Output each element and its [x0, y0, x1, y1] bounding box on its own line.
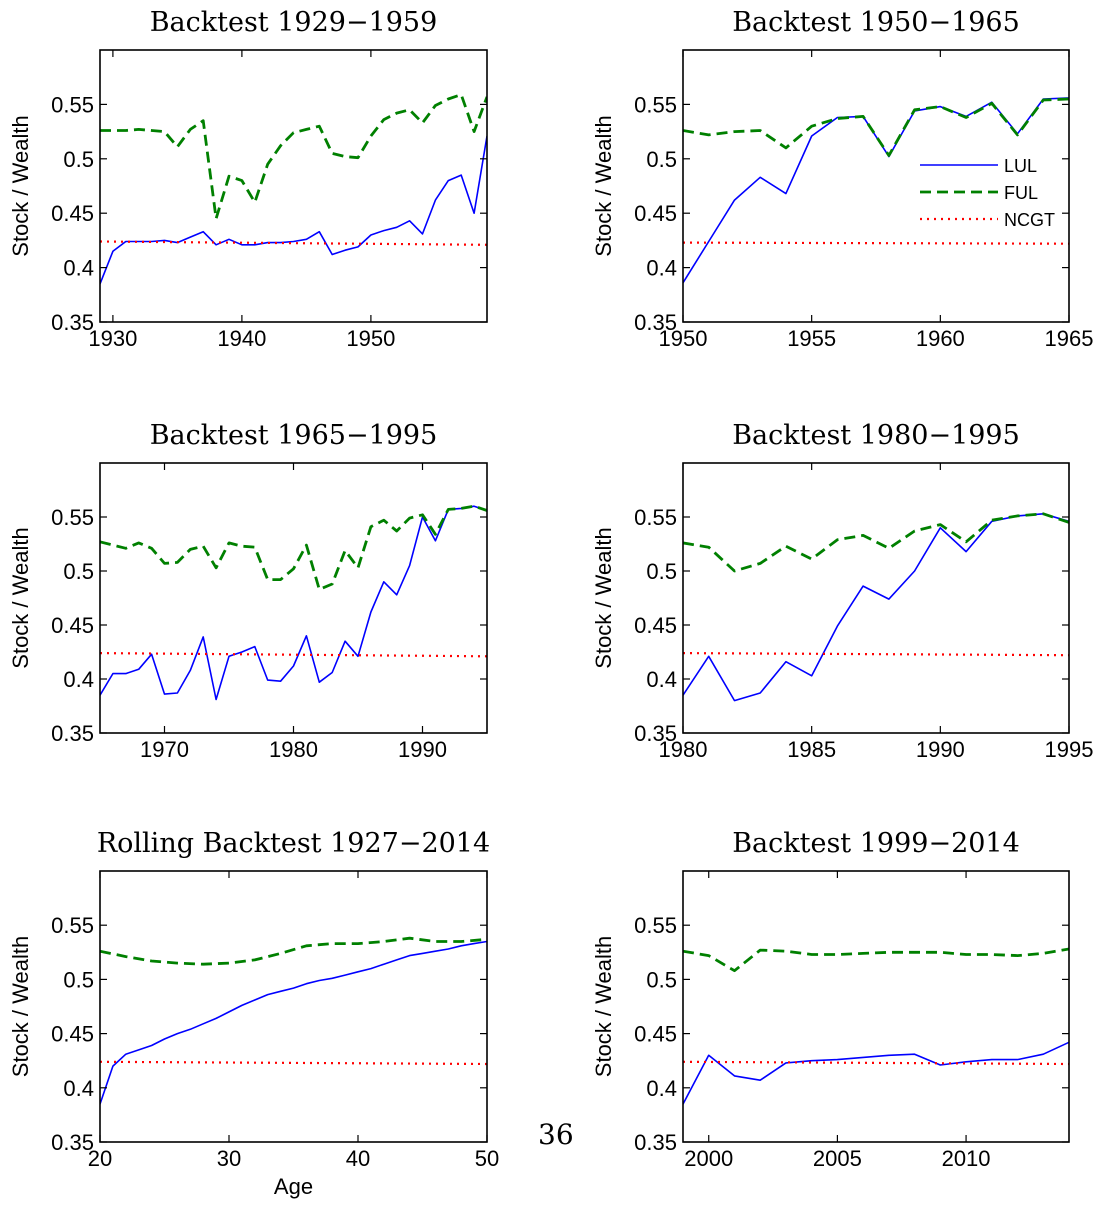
y-tick-label: 0.5 — [646, 559, 677, 584]
series-line-ncgt — [100, 1060, 487, 1066]
legend-label-ful: FUL — [1004, 183, 1038, 203]
y-tick-label: 0.35 — [634, 310, 677, 335]
y-tick-label: 0.55 — [634, 505, 677, 530]
y-tick-label: 0.5 — [646, 147, 677, 172]
series-line-ful — [683, 947, 1069, 973]
x-tick-label: 1980 — [659, 737, 708, 762]
y-tick-label: 0.4 — [646, 256, 677, 281]
axes-box — [99, 870, 488, 1143]
x-tick-label: 1940 — [217, 326, 266, 351]
x-axis-label: Age — [274, 1174, 313, 1199]
y-axis-label: Stock / Wealth — [8, 936, 33, 1077]
chart-panel-4: 0.35 0.4 0.45 0.5 0.55 1980 1985 1990 1995 Backte… — [591, 420, 1093, 762]
y-tick-label: 0.4 — [63, 256, 94, 281]
series-line-ful — [683, 97, 1069, 157]
x-tick-label: 1960 — [916, 326, 965, 351]
y-tick-label: 0.35 — [51, 721, 94, 746]
y-tick-label: 0.35 — [51, 310, 94, 335]
x-tick-label: 1990 — [398, 737, 447, 762]
axes-box — [99, 49, 488, 323]
y-tick-label: 0.55 — [634, 92, 677, 117]
y-axis-label: Stock / Wealth — [8, 115, 33, 256]
y-tick-label: 0.45 — [634, 201, 677, 226]
series-line-ncgt — [683, 241, 1069, 245]
series-line-lul — [100, 505, 487, 701]
y-axis-label: Stock / Wealth — [8, 527, 33, 668]
x-tick-label: 1930 — [88, 326, 137, 351]
x-tick-label: 30 — [217, 1146, 241, 1171]
y-tick-label: 0.4 — [63, 667, 94, 692]
y-tick-label: 0.45 — [634, 1022, 677, 1047]
x-tick-label: 1965 — [1045, 326, 1094, 351]
y-tick-label: 0.5 — [646, 967, 677, 992]
x-tick-label: 1950 — [659, 326, 708, 351]
legend-label-lul: LUL — [1004, 156, 1037, 176]
x-tick-label: 2010 — [942, 1146, 991, 1171]
x-tick-label: 2005 — [813, 1146, 862, 1171]
y-tick-label: 0.55 — [634, 913, 677, 938]
series-line-ncgt — [683, 651, 1069, 657]
chart-title: Backtest 1999−2014 — [732, 828, 1020, 859]
legend-label-ncgt: NCGT — [1004, 210, 1055, 230]
y-tick-label: 0.4 — [646, 1076, 677, 1101]
x-tick-label: 20 — [88, 1146, 112, 1171]
x-tick-label: 1985 — [787, 737, 836, 762]
x-tick-label: 1950 — [346, 326, 395, 351]
series-line-lul — [100, 940, 487, 1105]
series-line-ncgt — [683, 1060, 1069, 1066]
series-line-ful — [100, 93, 487, 221]
series-line-ncgt — [100, 652, 487, 658]
y-tick-label: 0.55 — [51, 505, 94, 530]
axes-box — [682, 870, 1070, 1143]
series-line-ncgt — [100, 240, 487, 246]
x-tick-label: 1980 — [269, 737, 318, 762]
y-tick-label: 0.35 — [634, 1130, 677, 1155]
chart-panel-2: 0.35 0.4 0.45 0.5 0.55 1950 1955 1960 1965 Backte… — [591, 7, 1093, 351]
x-tick-label: 1995 — [1045, 737, 1094, 762]
y-tick-label: 0.4 — [63, 1076, 94, 1101]
y-tick-label: 0.45 — [51, 613, 94, 638]
chart-title: Backtest 1965−1995 — [150, 420, 438, 451]
y-tick-label: 0.4 — [646, 667, 677, 692]
axes-box — [99, 462, 488, 734]
y-tick-label: 0.45 — [51, 1022, 94, 1047]
y-tick-label: 0.35 — [51, 1130, 94, 1155]
x-tick-label: 40 — [346, 1146, 370, 1171]
y-tick-label: 0.5 — [63, 967, 94, 992]
axes-box — [682, 462, 1070, 734]
legend: LUL FUL NCGT — [920, 156, 1055, 230]
y-axis-label: Stock / Wealth — [591, 936, 616, 1077]
y-tick-label: 0.5 — [63, 147, 94, 172]
x-tick-label: 2000 — [684, 1146, 733, 1171]
y-tick-label: 0.5 — [63, 559, 94, 584]
chart-panel-5: 0.35 0.4 0.45 0.5 0.55 20 30 40 50 Rolling Backte… — [8, 828, 499, 1199]
y-tick-label: 0.35 — [634, 721, 677, 746]
y-tick-label: 0.45 — [51, 201, 94, 226]
series-line-ful — [100, 504, 487, 591]
y-tick-label: 0.45 — [634, 613, 677, 638]
chart-title: Rolling Backtest 1927−2014 — [97, 828, 490, 859]
chart-title: Backtest 1950−1965 — [732, 7, 1020, 38]
series-line-lul — [683, 512, 1069, 702]
y-tick-label: 0.55 — [51, 913, 94, 938]
chart-title: Backtest 1980−1995 — [732, 420, 1020, 451]
series-line-ful — [683, 512, 1069, 573]
axes-box — [682, 49, 1070, 323]
series-line-lul — [100, 135, 487, 285]
chart-panel-3: 0.35 0.4 0.45 0.5 0.55 1970 1980 1990 Backtest 1… — [8, 420, 488, 762]
x-tick-label: 1955 — [787, 326, 836, 351]
x-tick-label: 50 — [475, 1146, 499, 1171]
y-axis-label: Stock / Wealth — [591, 115, 616, 256]
chart-panel-1: 0.35 0.4 0.45 0.5 0.55 1930 1940 1950 Backtest 1… — [8, 7, 488, 351]
chart-title: Backtest 1929−1959 — [150, 7, 438, 38]
series-line-lul — [683, 1041, 1069, 1105]
y-tick-label: 0.55 — [51, 92, 94, 117]
page-number: 36 — [538, 1118, 574, 1151]
chart-panel-6: 0.35 0.4 0.45 0.5 0.55 2000 2005 2010 Backtest 1… — [591, 828, 1070, 1171]
y-axis-label: Stock / Wealth — [591, 527, 616, 668]
series-line-ful — [100, 936, 487, 966]
x-tick-label: 1990 — [916, 737, 965, 762]
x-tick-label: 1970 — [140, 737, 189, 762]
